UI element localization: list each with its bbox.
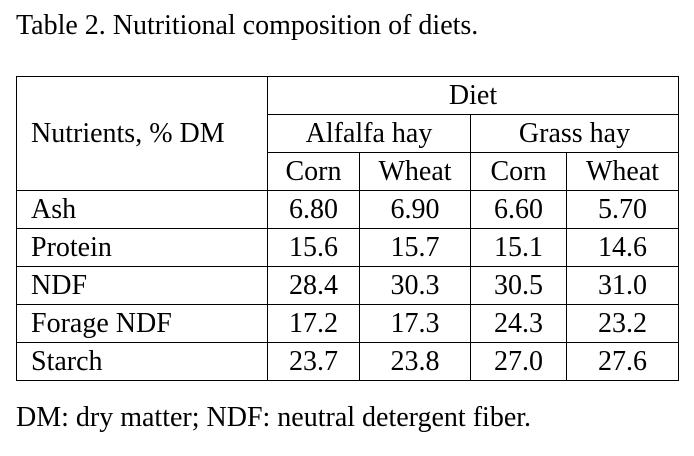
table-cell: 15.1: [470, 228, 567, 267]
table-row: Forage NDF 17.2 17.3 24.3 23.2: [16, 304, 680, 343]
table-cell: 6.80: [267, 190, 360, 229]
group-header-diet: Diet: [266, 76, 680, 115]
forage-header-alfalfa: Alfalfa hay: [267, 114, 471, 153]
table-cell: 6.60: [470, 190, 567, 229]
table-row: Ash 6.80 6.90 6.60 5.70: [16, 190, 680, 229]
table-cell: 31.0: [565, 266, 680, 305]
table-cell: 27.0: [470, 342, 567, 381]
table-row: Starch 23.7 23.8 27.0 27.6: [16, 342, 680, 381]
table-cell: 17.2: [267, 304, 360, 343]
table-cell: 5.70: [565, 190, 680, 229]
table-row: NDF 28.4 30.3 30.5 31.0: [16, 266, 680, 305]
row-label: NDF: [16, 266, 268, 305]
table-cell: 23.2: [565, 304, 680, 343]
row-header-nutrients: Nutrients, % DM: [16, 76, 268, 191]
table-cell: 15.7: [359, 228, 471, 267]
row-label: Ash: [16, 190, 268, 229]
table-footnote: DM: dry matter; NDF: neutral detergent f…: [16, 402, 532, 433]
forage-header-grass: Grass hay: [469, 114, 680, 153]
table-cell: 6.90: [359, 190, 471, 229]
table-cell: 24.3: [470, 304, 567, 343]
table-cell: 14.6: [565, 228, 680, 267]
table-cell: 30.5: [470, 266, 567, 305]
table-cell: 27.6: [565, 342, 680, 381]
header-row-forage: Alfalfa hay Grass hay: [17, 114, 680, 153]
table-cell: 23.7: [267, 342, 360, 381]
table-caption: Table 2. Nutritional composition of diet…: [16, 10, 479, 41]
row-label: Forage NDF: [16, 304, 268, 343]
table-cell: 30.3: [359, 266, 471, 305]
row-label: Starch: [16, 342, 268, 381]
header-row-diet: Nutrients, % DM Diet: [16, 76, 680, 191]
table-cell: 15.6: [267, 228, 360, 267]
grain-header: Wheat: [359, 152, 471, 191]
table-cell: 28.4: [267, 266, 360, 305]
nutrition-table: Nutrients, % DM Diet Alfalfa hay Grass h…: [16, 76, 680, 381]
grain-header: Wheat: [565, 152, 680, 191]
table-cell: 23.8: [359, 342, 471, 381]
table-cell: 17.3: [359, 304, 471, 343]
table-row: Protein 15.6 15.7 15.1 14.6: [16, 228, 680, 267]
grain-header: Corn: [267, 152, 360, 191]
row-label: Protein: [16, 228, 268, 267]
grain-header: Corn: [470, 152, 567, 191]
